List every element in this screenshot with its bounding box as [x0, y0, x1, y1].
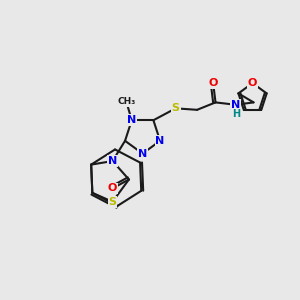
Text: N: N	[231, 100, 240, 110]
Text: H: H	[232, 109, 240, 119]
Text: O: O	[248, 78, 257, 88]
Text: N: N	[155, 136, 165, 146]
Text: O: O	[108, 183, 117, 194]
Text: O: O	[208, 78, 218, 88]
Text: CH₃: CH₃	[117, 97, 136, 106]
Text: N: N	[127, 115, 136, 125]
Text: N: N	[108, 156, 117, 166]
Text: S: S	[172, 103, 180, 113]
Text: N: N	[138, 148, 147, 159]
Text: S: S	[109, 197, 117, 207]
